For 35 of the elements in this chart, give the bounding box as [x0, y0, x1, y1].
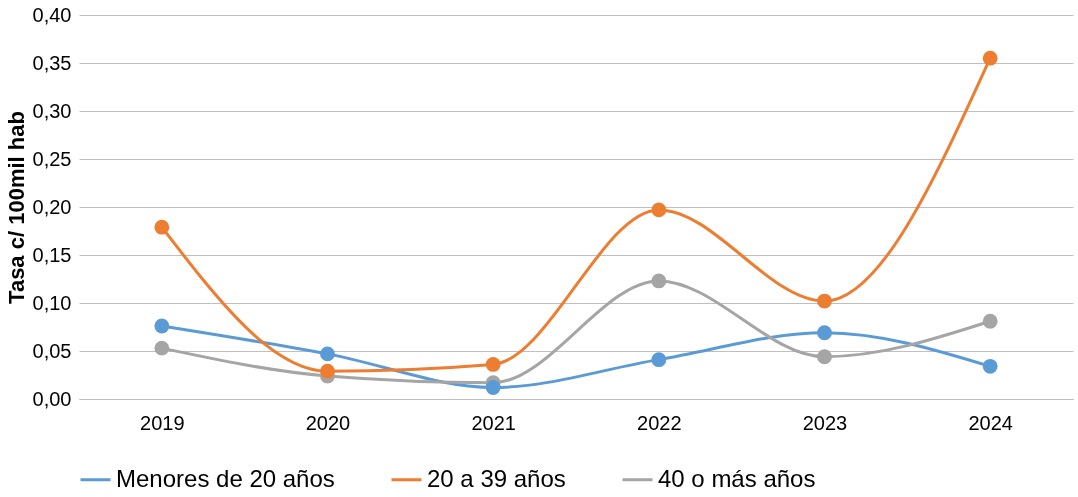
y-axis-title: Tasa c/ 100mil hab	[3, 111, 29, 304]
x-tick-label: 2023	[802, 411, 848, 434]
y-tick-label: 0,20	[32, 195, 72, 218]
x-tick-label: 2019	[140, 411, 185, 434]
y-tick-label: 0,15	[32, 243, 72, 266]
y-tick-label: 0,25	[32, 147, 72, 170]
point	[154, 318, 170, 334]
legend-label: 40 o más años	[658, 464, 816, 492]
point	[982, 313, 998, 329]
point	[651, 273, 667, 289]
y-tick-label: 0,10	[32, 291, 72, 314]
point	[982, 50, 998, 66]
x-tick-label: 2024	[968, 411, 1013, 434]
point	[817, 325, 832, 341]
point	[651, 352, 667, 368]
point	[817, 349, 832, 365]
x-tick-label: 2020	[305, 411, 351, 434]
point	[485, 380, 501, 395]
point	[982, 358, 998, 374]
point	[320, 346, 335, 362]
legend-label: 20 a 39 años	[427, 464, 566, 492]
point	[154, 340, 170, 356]
point	[817, 293, 832, 309]
y-tick-label: 0,35	[32, 51, 72, 74]
y-tick-label: 0,00	[32, 387, 72, 410]
point	[154, 219, 170, 235]
point	[485, 357, 501, 372]
x-tick-label: 2022	[637, 411, 682, 434]
point	[320, 363, 335, 379]
y-tick-label: 0,40	[32, 3, 72, 26]
point	[651, 202, 667, 218]
y-tick-label: 0,05	[32, 339, 72, 362]
x-tick-label: 2021	[471, 411, 516, 434]
legend-label: Menores de 20 años	[116, 464, 335, 492]
y-tick-label: 0,30	[32, 99, 72, 122]
